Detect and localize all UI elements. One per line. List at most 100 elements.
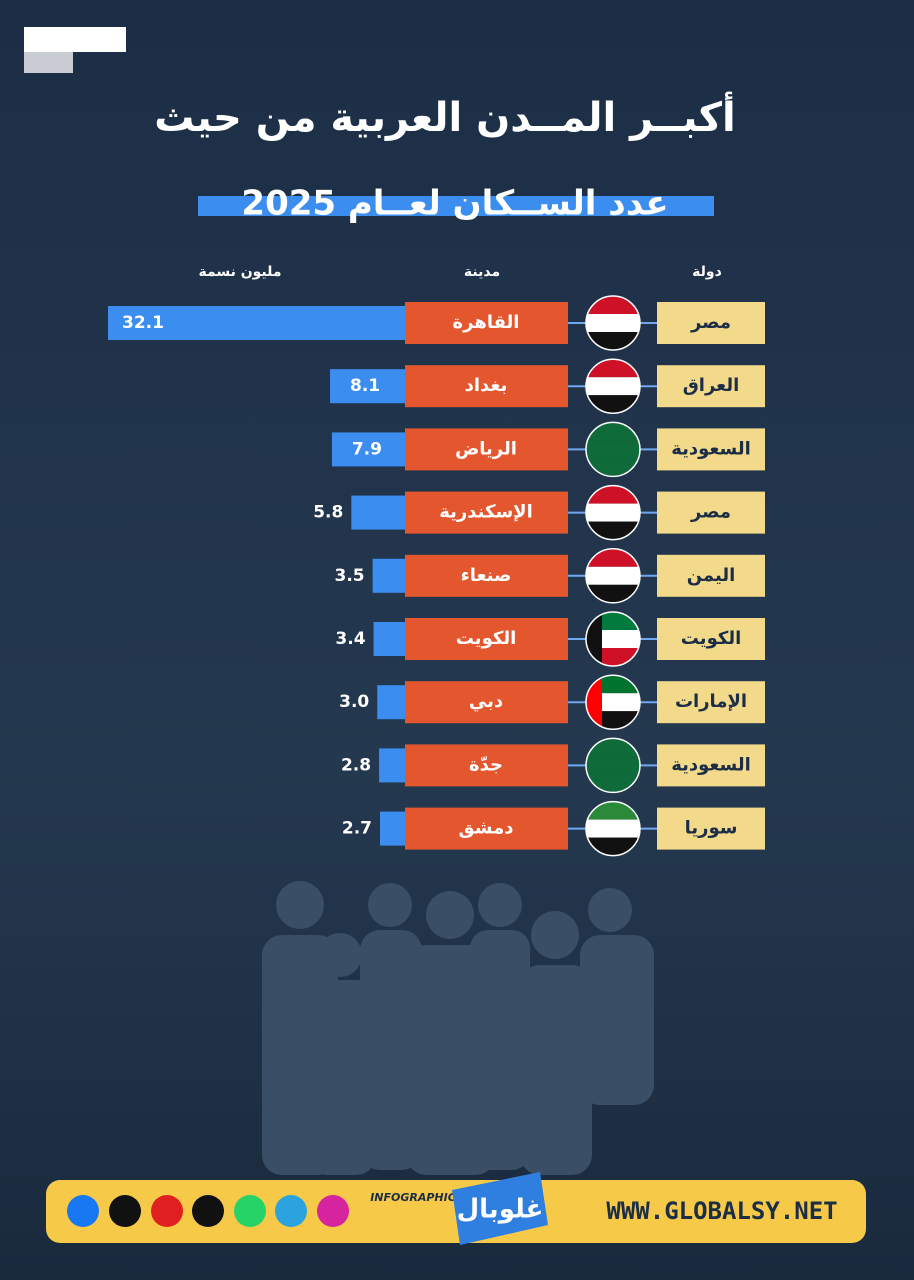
flag-stripe <box>586 819 640 838</box>
value-label: 32.1 <box>122 313 164 333</box>
country-label: السعودية <box>671 754 751 775</box>
flag-stripe <box>586 801 640 820</box>
country-box <box>657 618 765 660</box>
youtube-icon[interactable] <box>151 1195 183 1227</box>
flag-stripe <box>586 503 640 522</box>
country-box <box>657 428 765 471</box>
city-box <box>405 807 568 850</box>
flag-border <box>585 800 641 857</box>
country-box <box>657 681 765 724</box>
country-box <box>657 807 765 850</box>
value-label: 2.8 <box>341 755 371 775</box>
whatsapp-icon[interactable] <box>234 1195 266 1227</box>
city-box <box>405 302 568 344</box>
city-label: جدّة <box>469 754 503 775</box>
flag-border <box>585 548 641 604</box>
value-label: 3.5 <box>334 566 364 586</box>
value-label: 7.9 <box>352 439 382 459</box>
city-label: الإسكندرية <box>439 502 533 523</box>
flag-border <box>585 611 641 667</box>
tiktok-icon[interactable] <box>192 1195 224 1227</box>
flag-stripe <box>586 359 640 378</box>
flag-border <box>585 295 641 351</box>
column-header: مدينة <box>464 264 500 280</box>
flag-border <box>585 484 641 541</box>
value-label: 8.1 <box>350 376 380 396</box>
country-label: الكويت <box>681 628 742 649</box>
chart-title: أكبــر المــدن العربية من حيث <box>154 91 735 141</box>
flag-stripe <box>586 314 640 332</box>
city-label: دبي <box>469 691 503 712</box>
city-label: بغداد <box>465 375 508 396</box>
bar <box>351 495 415 530</box>
flag-stripe <box>586 422 640 441</box>
flag-stripe <box>586 548 640 567</box>
flag-stripe <box>586 584 640 603</box>
country-box <box>657 554 765 597</box>
city-box <box>405 681 568 724</box>
flag-stripe <box>586 566 640 585</box>
country-label: سوريا <box>685 818 738 839</box>
flag <box>586 296 640 350</box>
flag <box>586 548 640 603</box>
telegram-icon[interactable] <box>275 1195 307 1227</box>
logo-shape <box>452 1172 548 1245</box>
country-label: مصر <box>690 312 731 333</box>
city-box <box>405 428 568 471</box>
city-box <box>405 554 568 597</box>
flag-stripe <box>586 756 640 775</box>
flag-stripe <box>586 738 640 757</box>
flag <box>586 485 640 540</box>
value-label: 3.4 <box>335 629 365 649</box>
flag-border <box>585 421 641 478</box>
city-box <box>405 491 568 534</box>
column-header: مليون نسمة <box>198 264 281 280</box>
facebook-icon[interactable] <box>67 1195 99 1227</box>
website[interactable]: WWW.GLOBALSY.NET <box>606 1197 837 1225</box>
chart-subtitle: عدد الســكان لعــام 2025 <box>241 184 668 224</box>
country-box <box>657 365 765 408</box>
flag <box>586 738 640 793</box>
redacted-box <box>24 27 126 52</box>
flag-stripe <box>586 332 640 350</box>
bar <box>330 369 415 404</box>
flag-border <box>585 674 641 730</box>
logo: غلوبال <box>457 1195 544 1225</box>
value-label: 2.7 <box>342 819 372 839</box>
value-label: 5.8 <box>313 503 343 523</box>
flag-stripe <box>586 377 640 396</box>
flag-border <box>585 737 641 794</box>
city-label: الكويت <box>456 628 517 649</box>
flag-stripe <box>586 485 640 504</box>
country-label: اليمن <box>687 565 736 586</box>
flag-stripe <box>586 458 640 477</box>
bar <box>331 432 415 467</box>
flag-border <box>585 358 641 414</box>
flag-stripe <box>586 837 640 856</box>
country-box <box>657 302 765 344</box>
instagram-icon[interactable] <box>317 1195 349 1227</box>
social-icons <box>67 1195 349 1227</box>
city-label: صنعاء <box>461 565 512 586</box>
x-icon[interactable] <box>109 1195 141 1227</box>
redacted-box <box>24 52 73 73</box>
flag-stripe <box>586 296 640 314</box>
country-box <box>657 491 765 534</box>
brand-tag: INFOGRAPHIC <box>370 1191 456 1204</box>
flag <box>586 801 640 856</box>
city-label: الرياض <box>455 438 517 459</box>
city-box <box>405 618 568 660</box>
flag <box>586 612 640 666</box>
value-label: 3.0 <box>339 692 369 712</box>
flag <box>586 422 640 477</box>
column-header: دولة <box>692 264 722 280</box>
country-label: العراق <box>683 375 740 396</box>
subtitle-highlight <box>198 196 714 216</box>
flag-stripe <box>586 395 640 414</box>
country-box <box>657 744 765 787</box>
city-label: القاهرة <box>453 312 520 333</box>
flag-stripe <box>586 440 640 459</box>
country-label: مصر <box>690 502 731 523</box>
country-label: السعودية <box>671 438 751 459</box>
